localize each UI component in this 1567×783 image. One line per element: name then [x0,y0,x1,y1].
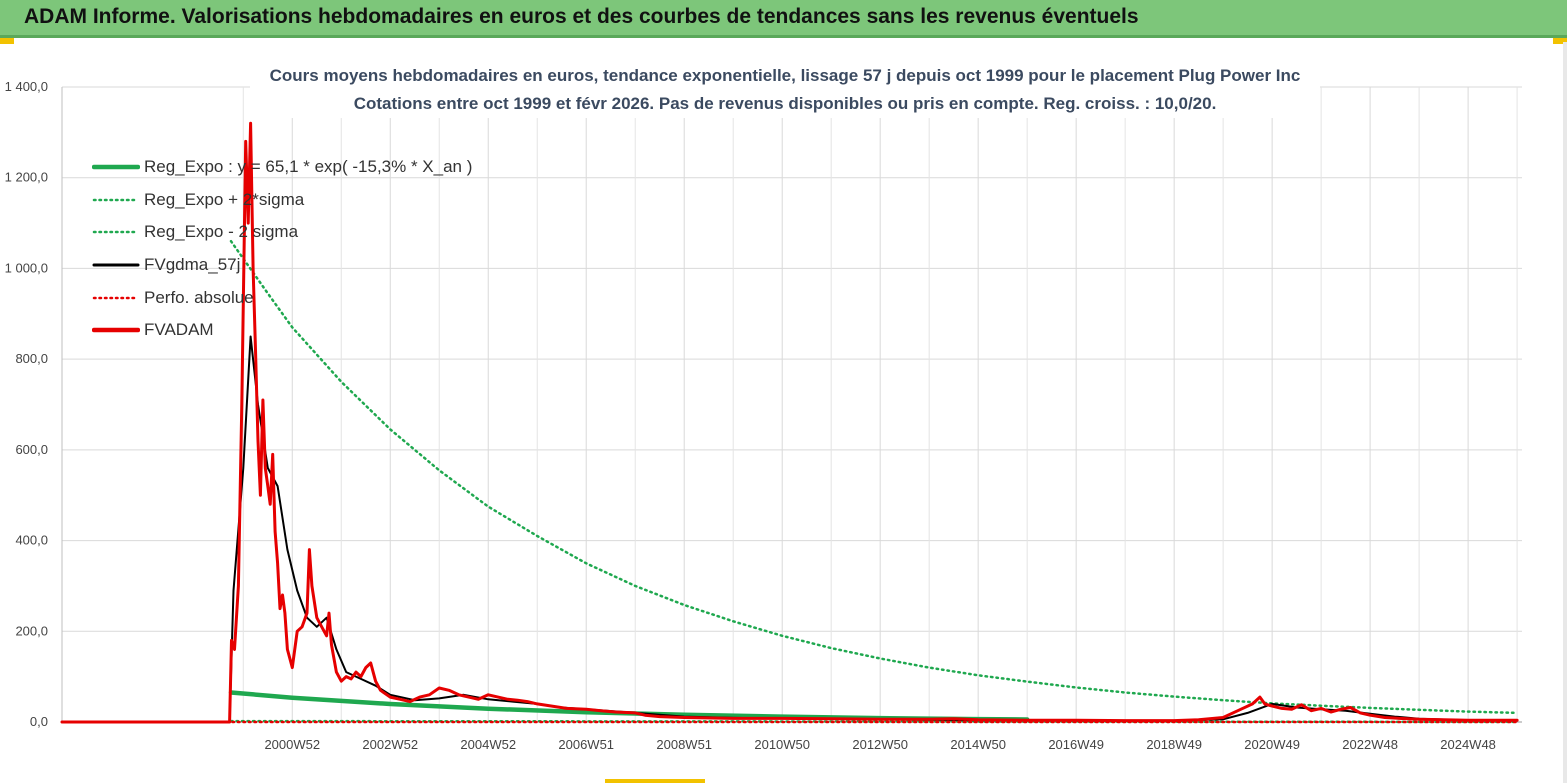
legend-swatch [92,165,140,170]
x-tick-label: 2006W51 [558,737,614,752]
chart-legend: Reg_Expo : y = 65,1 * exp( -15,3% * X_an… [92,151,472,347]
chart-title-line2: Cotations entre oct 1999 et févr 2026. P… [353,94,1217,113]
x-tick-label: 2012W50 [852,737,908,752]
x-tick-label: 2020W49 [1244,737,1300,752]
legend-swatch [92,231,140,234]
window-edge [1563,42,1567,783]
legend-item: Reg_Expo : y = 65,1 * exp( -15,3% * X_an… [92,151,472,184]
chart-title: Cours moyens hebdomadaires en euros, ten… [250,62,1320,118]
x-tick-label: 2004W52 [460,737,516,752]
legend-swatch [92,263,140,267]
legend-item: FVgdma_57j [92,249,472,282]
x-tick-label: 2022W48 [1342,737,1398,752]
legend-label: Reg_Expo - 2 sigma [144,222,299,242]
y-tick-label: 400,0 [15,533,48,548]
y-tick-label: 1 000,0 [5,260,48,275]
y-tick-label: 1 400,0 [5,79,48,94]
x-tick-label: 2014W50 [950,737,1006,752]
legend-label: Reg_Expo + 2*sigma [144,189,305,209]
legend-label: Reg_Expo : y = 65,1 * exp( -15,3% * X_an… [144,157,473,177]
chart-canvas: 0,0 200,0 400,0 600,0 800,0 1 000,0 1 200,0 1 4… [5,79,1522,752]
y-tick-label: 1 200,0 [5,170,48,185]
x-tick-label: 2018W49 [1146,737,1202,752]
series-line-5 [60,121,1519,724]
x-tick-label: 2000W52 [264,737,320,752]
y-tick-label: 600,0 [15,442,48,457]
page-title: ADAM Informe. Valorisations hebdomadaire… [24,5,1139,28]
legend-label: FVADAM [144,320,214,340]
x-tick-label: 2008W51 [656,737,712,752]
series-line-3 [61,335,1519,723]
chart-title-line1: Cours moyens hebdomadaires en euros, ten… [269,66,1301,85]
series-line-0 [228,690,1030,722]
x-tick-label: 2016W49 [1048,737,1104,752]
legend-swatch [92,296,140,299]
x-tick-label: 2010W50 [754,737,810,752]
corner-marker-left [0,38,14,44]
legend-swatch [92,198,140,202]
y-tick-label: 0,0 [30,714,48,729]
series-line-1 [229,239,1519,715]
legend-item: Reg_Expo - 2 sigma [92,216,472,249]
legend-item: FVADAM [92,314,472,347]
bottom-marker [605,779,705,783]
legend-item: Reg_Expo + 2*sigma [92,184,472,217]
x-tick-label: 2024W48 [1440,737,1496,752]
corner-marker-right [1553,38,1567,44]
y-tick-label: 200,0 [15,623,48,638]
x-tick-label: 2002W52 [362,737,418,752]
legend-label: FVgdma_57j [144,255,241,275]
y-tick-label: 800,0 [15,351,48,366]
series-line-2 [229,719,1519,724]
header-bar: ADAM Informe. Valorisations hebdomadaire… [0,0,1567,38]
legend-item: Perfo. absolue [92,281,472,314]
legend-label: Perfo. absolue [144,287,254,307]
chart-area: 0,0 200,0 400,0 600,0 800,0 1 000,0 1 200,0 1 4… [0,42,1567,783]
legend-swatch [92,328,140,333]
